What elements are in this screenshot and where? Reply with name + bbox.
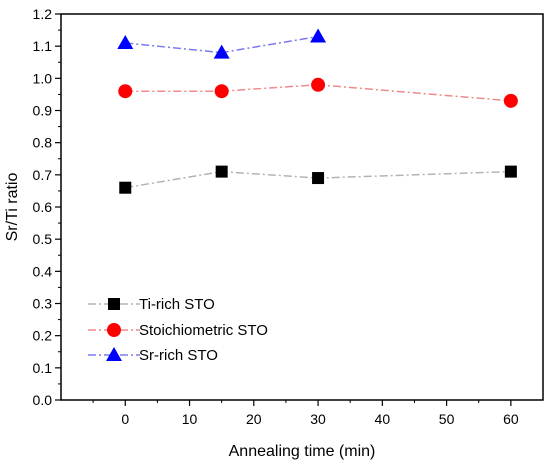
- x-tick-label: 10: [182, 411, 198, 427]
- y-tick-label: 1.0: [33, 70, 53, 86]
- legend-label-ti-rich: Ti-rich STO: [139, 296, 215, 313]
- data-point-ti-rich: [215, 165, 228, 178]
- data-point-sr-rich: [117, 34, 134, 49]
- data-point-ti-rich: [312, 172, 325, 185]
- y-tick-label: 0.3: [33, 296, 53, 312]
- plot-frame: [60, 13, 544, 401]
- data-point-stoichiometric: [214, 84, 229, 99]
- legend-marker-sr-rich: [106, 347, 122, 361]
- y-tick-label: 0.5: [33, 231, 53, 247]
- data-point-sr-rich: [213, 44, 230, 59]
- x-tick-label: 50: [439, 411, 455, 427]
- data-point-ti-rich: [504, 165, 517, 178]
- y-tick-label: 0.7: [33, 167, 53, 183]
- legend-entry-sr-rich: Sr-rich STO: [88, 347, 218, 364]
- data-point-stoichiometric: [503, 93, 518, 108]
- legend-entry-ti-rich: Ti-rich STO: [88, 296, 215, 313]
- y-tick-label: 0.1: [33, 360, 53, 376]
- series-line-ti-rich: [125, 170, 511, 189]
- data-point-sr-rich: [310, 28, 327, 43]
- legend-marker-shape: [108, 298, 120, 310]
- legend-entry-stoichiometric: Stoichiometric STO: [88, 322, 268, 339]
- y-tick-label: 0.8: [33, 135, 53, 151]
- x-tick-label: 20: [246, 411, 262, 427]
- y-tick-label: 0.2: [33, 328, 53, 344]
- y-tick-label: 0.0: [33, 392, 53, 408]
- y-tick-label: 0.4: [33, 263, 53, 279]
- legend-label-stoichiometric: Stoichiometric STO: [139, 322, 268, 339]
- x-tick-label: 30: [310, 411, 326, 427]
- x-axis-title: Annealing time (min): [229, 443, 376, 460]
- y-tick-label: 0.6: [33, 199, 53, 215]
- y-tick-label: 0.9: [33, 103, 53, 119]
- data-point-ti-rich: [119, 181, 132, 194]
- legend-marker-shape: [106, 347, 122, 361]
- legend-marker-ti-rich: [108, 298, 120, 310]
- data-point-stoichiometric: [311, 77, 326, 92]
- x-tick-label: 40: [375, 411, 391, 427]
- legend-marker-shape: [107, 323, 121, 337]
- series-layer: [117, 28, 518, 194]
- legend: Ti-rich STO Stoichiometric STO Sr-rich S…: [88, 296, 268, 364]
- y-tick-label: 1.2: [33, 6, 53, 22]
- data-point-stoichiometric: [118, 84, 133, 99]
- ticks-layer: 0 10 20 30 40 50 60 0.0 0.1 0.2 0.3 0.4 0.5 0.6 0.7 0.8…: [33, 6, 519, 427]
- y-axis-title: Sr/Ti ratio: [4, 173, 21, 242]
- legend-label-sr-rich: Sr-rich STO: [139, 347, 218, 364]
- x-tick-label: 0: [121, 411, 129, 427]
- series-line-stoichiometric: [125, 84, 511, 102]
- x-tick-label: 60: [503, 411, 519, 427]
- y-tick-label: 1.1: [33, 38, 53, 54]
- legend-marker-stoichiometric: [107, 323, 121, 337]
